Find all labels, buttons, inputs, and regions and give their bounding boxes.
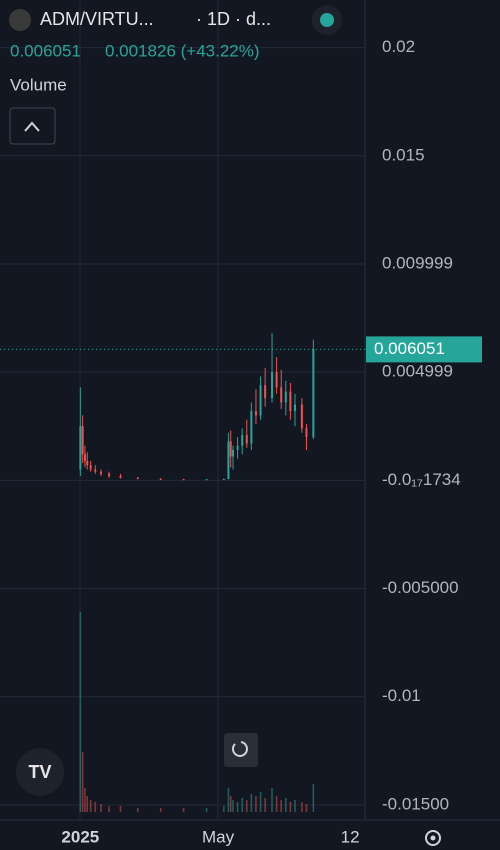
volume-bar — [79, 612, 82, 812]
volume-bar — [205, 808, 208, 812]
candle-body — [271, 372, 274, 399]
volume-bar — [255, 796, 257, 812]
volume-bar — [301, 802, 303, 812]
volume-bar — [81, 752, 84, 812]
plot — [0, 47, 365, 812]
interval[interactable]: · 1D · d... — [196, 9, 271, 29]
y-tick-label: -0.01500 — [382, 794, 449, 813]
candle-body — [81, 426, 84, 455]
volume-bar — [250, 794, 253, 812]
volume-bar — [236, 802, 239, 812]
candle-body — [222, 479, 225, 481]
volume-bar — [305, 804, 308, 812]
volume-bar — [294, 800, 296, 812]
candle-body — [284, 391, 287, 403]
volume-bar — [229, 796, 232, 812]
candle-body — [100, 471, 103, 474]
y-tick-label: -0.0₁₇1734 — [382, 470, 461, 489]
volume-bar — [223, 806, 225, 812]
x-tick-label: 12 — [341, 827, 360, 846]
candle-body — [305, 428, 308, 438]
candle-body — [254, 411, 257, 416]
volume-bar — [275, 796, 278, 812]
candle-body — [275, 372, 278, 388]
volume-bar — [280, 800, 283, 812]
x-tick-label: 2025 — [61, 827, 99, 846]
last-price: 0.006051 — [10, 41, 81, 60]
candle-body — [300, 404, 303, 429]
avatar[interactable] — [9, 9, 31, 31]
volume-bar — [119, 806, 122, 812]
candle-body — [119, 475, 122, 478]
candle-body — [79, 426, 82, 470]
volume-bar — [100, 804, 102, 812]
price-label-bg — [366, 336, 482, 363]
reset-icon — [232, 741, 248, 757]
reset-button[interactable] — [224, 733, 258, 767]
volume-bar — [264, 798, 266, 812]
candle-body — [289, 391, 292, 412]
candle-body — [229, 441, 232, 457]
candle-body — [259, 385, 262, 416]
candle-body — [136, 477, 139, 480]
chevron — [24, 121, 40, 132]
candle-body — [182, 479, 185, 481]
candle-body — [236, 445, 239, 451]
settings[interactable] — [425, 830, 441, 846]
settings-core — [430, 835, 436, 841]
candle-body — [83, 454, 86, 461]
volume-bar — [108, 806, 110, 812]
candle-body — [280, 387, 283, 403]
y-tick-label: -0.005000 — [382, 578, 459, 597]
y-tick-label: 0.004999 — [382, 362, 453, 381]
candle-body — [89, 465, 92, 470]
y-tick-label: 0.02 — [382, 37, 415, 56]
volume-bar — [312, 784, 315, 812]
volume-bar — [227, 788, 230, 812]
y-tick-label: 0.009999 — [382, 253, 453, 272]
collapse-button[interactable] — [9, 107, 56, 145]
volume-bar — [84, 788, 86, 812]
volume-bar — [259, 792, 262, 812]
candle-body — [312, 349, 315, 438]
volume-bar — [241, 798, 243, 812]
volume-bar — [89, 800, 92, 812]
logo[interactable] — [16, 748, 64, 796]
volume-bar — [271, 788, 273, 812]
volume-bar — [245, 800, 248, 812]
logo-mark: TV — [28, 762, 51, 782]
candle-body — [264, 385, 267, 399]
candle-body — [94, 469, 97, 472]
volume-bar — [159, 808, 162, 812]
volume-bar — [182, 808, 185, 812]
candle-body — [232, 450, 235, 457]
candle-body — [227, 441, 230, 480]
price-label: 0.006051 — [374, 339, 445, 358]
candle-body — [245, 434, 248, 444]
candle-body — [86, 460, 89, 466]
candle-body — [241, 434, 244, 446]
volume-bar — [289, 802, 292, 812]
candle-body — [205, 479, 208, 481]
status-dot — [320, 13, 334, 27]
x-tick-label: May — [202, 827, 235, 846]
candle-body — [108, 473, 111, 476]
candle-body — [159, 479, 162, 481]
volume-label: Volume — [10, 75, 67, 94]
volume-bar — [86, 796, 89, 812]
candle-body — [250, 411, 253, 444]
change: 0.001826 (+43.22%) — [105, 41, 260, 60]
candle-body — [293, 404, 296, 412]
volume-bar — [285, 798, 287, 812]
volume-bar — [136, 808, 139, 812]
y-tick-label: 0.015 — [382, 145, 425, 164]
y-tick-label: -0.01 — [382, 686, 421, 705]
volume-bar — [94, 802, 97, 812]
volume-bar — [232, 800, 234, 812]
symbol[interactable]: ADM/VIRTU... — [40, 9, 154, 29]
